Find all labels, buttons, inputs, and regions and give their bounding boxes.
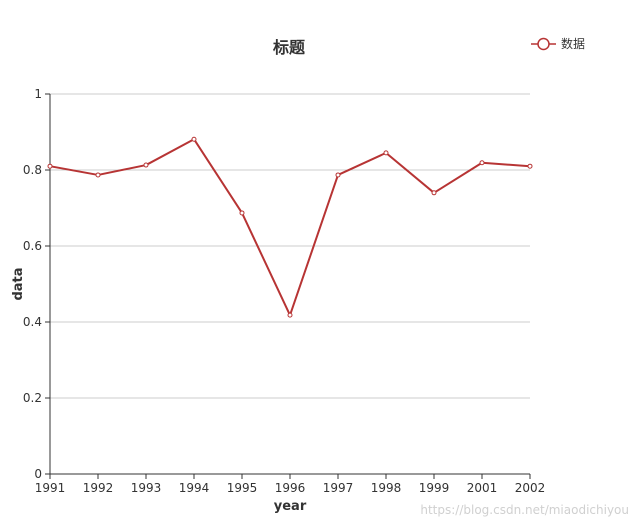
y-tick-label: 0.2	[23, 391, 42, 405]
x-tick-label: 1999	[419, 481, 450, 495]
x-tick-label: 1997	[323, 481, 354, 495]
series-layer	[47, 136, 533, 318]
x-tick-label: 1996	[275, 481, 306, 495]
watermark: https://blog.csdn.net/miaodichiyou	[420, 503, 629, 517]
chart-title: 标题	[272, 38, 306, 57]
data-point[interactable]	[95, 172, 101, 178]
x-tick-label: 1998	[371, 481, 402, 495]
grid-lines	[50, 93, 530, 399]
x-tick-label: 2002	[515, 481, 546, 495]
data-point[interactable]	[143, 162, 149, 168]
data-point[interactable]	[527, 163, 533, 169]
data-point[interactable]	[335, 172, 341, 178]
data-point[interactable]	[383, 150, 389, 156]
data-point[interactable]	[239, 210, 245, 216]
series-line	[49, 138, 531, 317]
data-point[interactable]	[191, 136, 197, 142]
x-tick-label: 2001	[467, 481, 498, 495]
legend-marker	[537, 37, 550, 51]
x-tick-label: 1994	[179, 481, 210, 495]
legend-label: 数据	[561, 36, 585, 51]
x-tick-label: 1992	[83, 481, 114, 495]
y-tick-label: 0.4	[23, 315, 42, 329]
data-point[interactable]	[431, 190, 437, 196]
tick-labels: 0 0.2 0.4 0.6 0.8 1 1991 1992 1993 1994 1995 1996 19…	[23, 87, 545, 495]
axes	[45, 93, 531, 479]
x-tick-label: 1995	[227, 481, 258, 495]
data-point[interactable]	[47, 163, 53, 169]
data-point[interactable]	[287, 312, 293, 318]
y-tick-label: 1	[34, 87, 42, 101]
legend[interactable]: 数据	[531, 36, 585, 51]
data-point[interactable]	[479, 160, 485, 166]
y-tick-label: 0.8	[23, 163, 42, 177]
y-axis-title: data	[11, 267, 26, 300]
x-tick-label: 1993	[131, 481, 162, 495]
y-tick-label: 0.6	[23, 239, 42, 253]
x-axis-title: year	[274, 499, 307, 514]
x-tick-label: 1991	[35, 481, 66, 495]
y-tick-label: 0	[34, 467, 42, 481]
